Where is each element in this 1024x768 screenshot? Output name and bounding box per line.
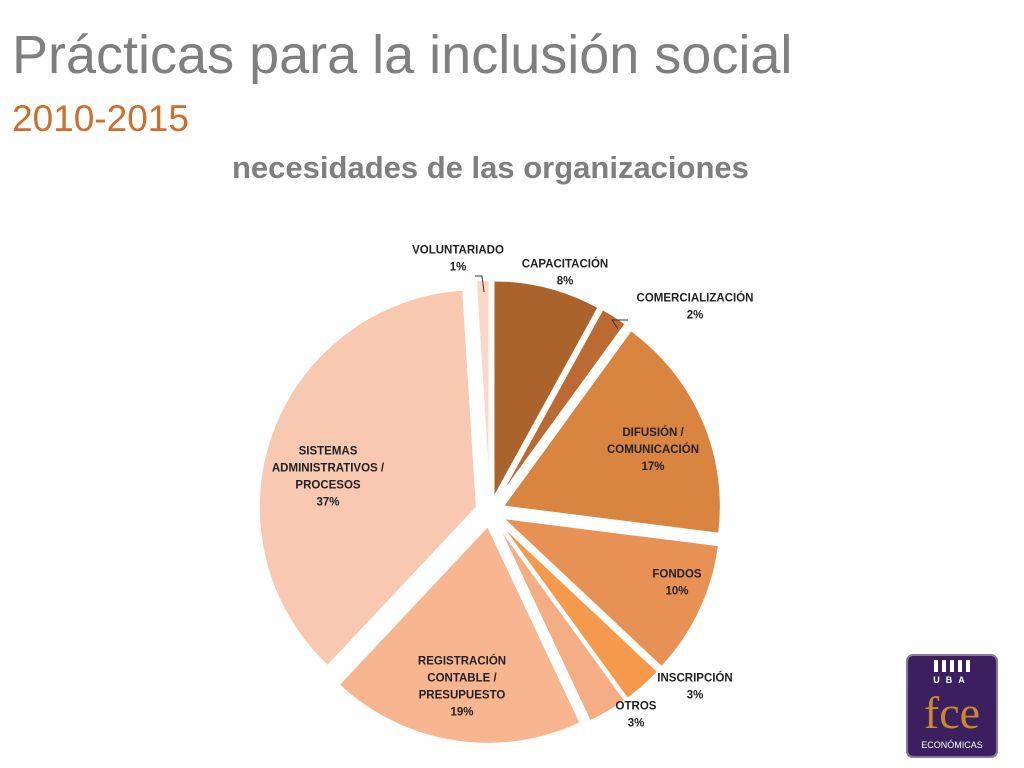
slice-label-sistemas-administrativos-procesos: SISTEMAS ADMINISTRATIVOS / PROCESOS 37%	[272, 446, 385, 509]
slice-label-difusion-comunicacion: DIFUSIÓN / COMUNICACIÓN 17%	[607, 426, 699, 473]
slice-label-text: INSCRIPCIÓN	[657, 672, 732, 685]
leader-line-comercializacion	[611, 319, 628, 330]
slice-label-comercializacion: COMERCIALIZACIÓN 2%	[637, 292, 754, 322]
slice-label-text: PRESUPUESTO	[419, 690, 506, 702]
slice-label-otros: OTROS 3%	[616, 701, 657, 730]
slice-label-text: CAPACITACIÓN	[522, 258, 608, 271]
slice-label-text: PROCESOS	[295, 480, 361, 492]
chart-subtitle: necesidades de las organizaciones	[232, 150, 749, 185]
slice-label-inscripcion: INSCRIPCIÓN 3%	[657, 672, 732, 702]
slice-percent: 8%	[557, 276, 574, 288]
slice-label-text: DIFUSIÓN /	[622, 426, 684, 439]
slice-percent: 17%	[641, 461, 664, 473]
pie-slice-sistemas-administrativos-procesos	[257, 288, 478, 668]
pie-slice-capacitacion	[492, 279, 600, 499]
svg-text:UBA: UBA	[933, 675, 971, 685]
slice-label-text: VOLUNTARIADO	[412, 245, 504, 257]
fce-logo: UBA fce ECONÓMICAS	[906, 654, 998, 758]
slide-years: 2010-2015	[12, 98, 189, 139]
slice-label-fondos: FONDOS 10%	[652, 569, 702, 598]
pie-slice-voluntariado	[474, 279, 491, 499]
slide-title: Prácticas para la inclusión social	[12, 25, 793, 85]
svg-text:fce: fce	[924, 687, 980, 738]
svg-text:ECONÓMICAS: ECONÓMICAS	[921, 740, 983, 750]
slice-label-capacitacion: CAPACITACIÓN 8%	[522, 258, 608, 288]
leader-line-voluntariado	[475, 275, 485, 293]
pie-slice-registracion-contable-presupuesto	[337, 524, 582, 745]
slice-label-text: FONDOS	[652, 569, 702, 581]
slice-label-text: SISTEMAS	[299, 446, 358, 458]
pie-slice-fondos	[499, 516, 721, 669]
slice-label-text: COMUNICACIÓN	[607, 443, 699, 456]
slice-percent: 37%	[316, 497, 339, 509]
slice-label-voluntariado: VOLUNTARIADO 1%	[412, 245, 504, 274]
slice-label-text: REGISTRACIÓN	[418, 655, 506, 668]
pie-slice-difusion-comunicacion	[501, 328, 722, 535]
pie-slice-otros	[496, 523, 627, 723]
slice-percent: 3%	[687, 690, 704, 702]
slice-label-text: OTROS	[616, 701, 657, 713]
pie-slice-comercializacion	[496, 307, 628, 501]
slice-label-text: ADMINISTRATIVOS /	[272, 463, 385, 475]
slice-percent: 3%	[628, 718, 645, 730]
slice-percent: 1%	[450, 262, 467, 274]
slice-label-registracion-contable-presupuesto: REGISTRACIÓN CONTABLE / PRESUPUESTO 19%	[418, 655, 506, 719]
slice-percent: 19%	[450, 707, 473, 719]
pie-slice-inscripcion	[498, 521, 660, 701]
slice-label-text: COMERCIALIZACIÓN	[637, 292, 754, 305]
slice-label-text: CONTABLE /	[427, 673, 497, 685]
slice-percent: 2%	[687, 310, 704, 322]
slice-percent: 10%	[665, 586, 688, 598]
